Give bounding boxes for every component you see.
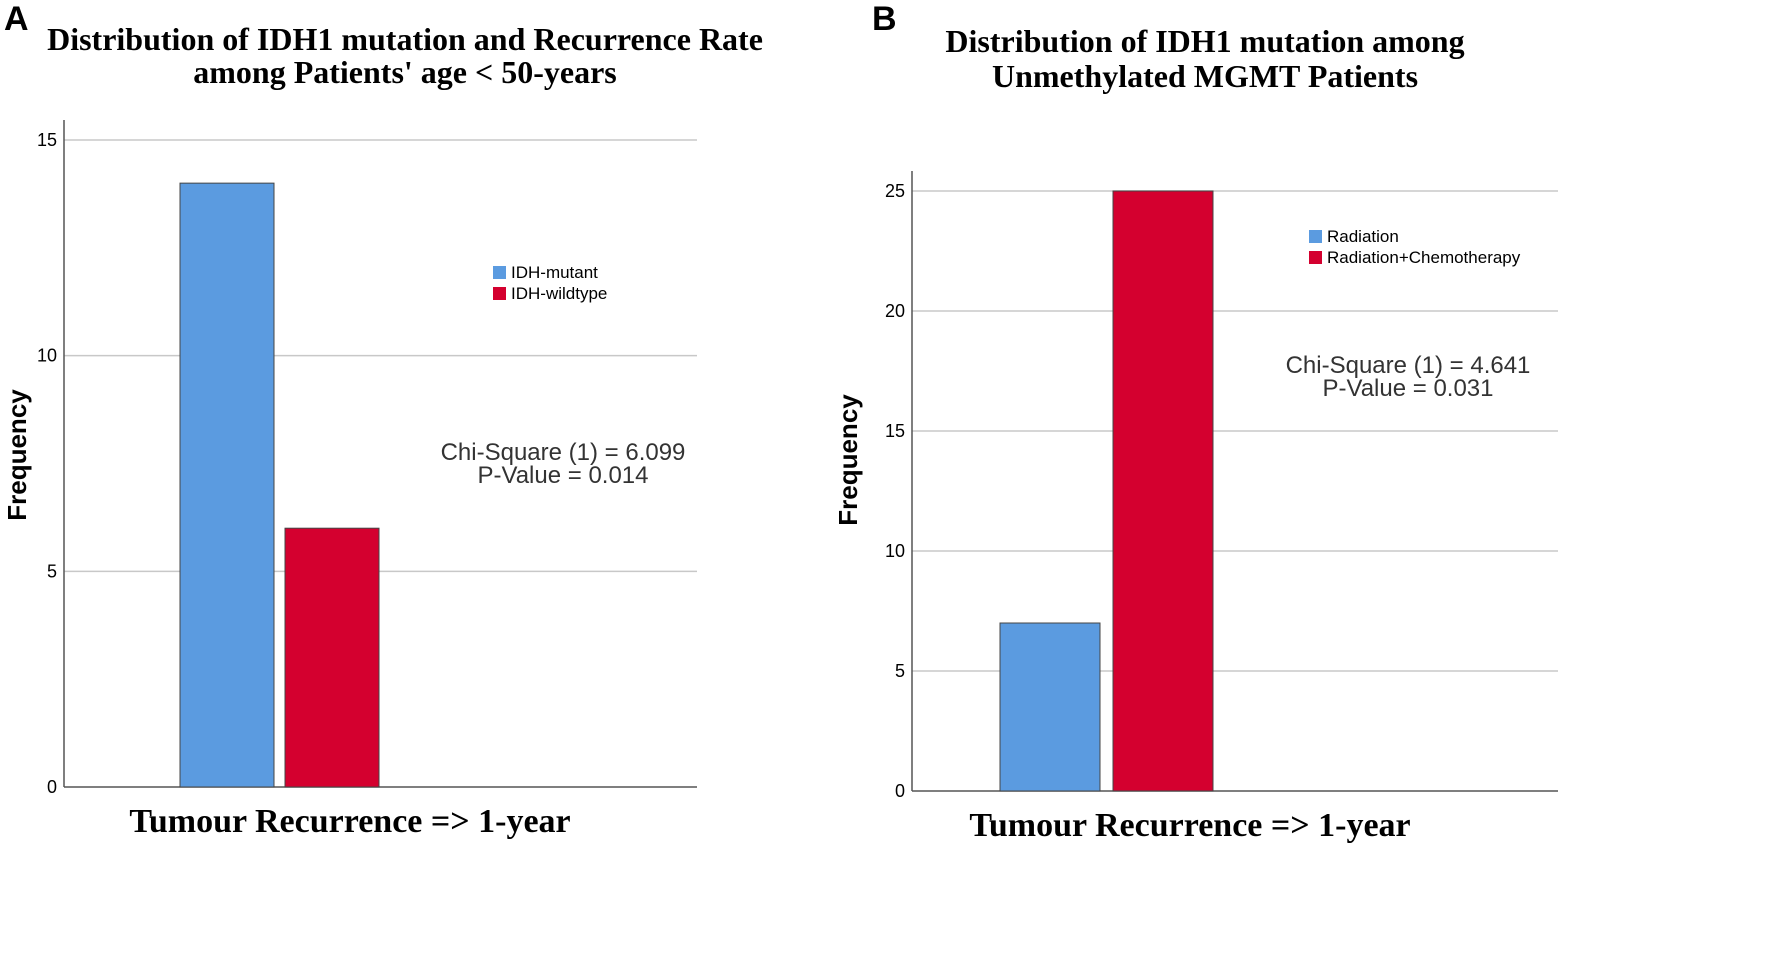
y-axis-label: Frequency — [2, 389, 32, 521]
y-tick-label: 25 — [885, 181, 905, 201]
chart-title-line: Unmethylated MGMT Patients — [992, 58, 1418, 94]
legend-label: IDH-wildtype — [511, 284, 607, 303]
bar-idh-mutant — [179, 182, 275, 788]
legend-label: IDH-mutant — [511, 263, 598, 282]
y-tick-label: 0 — [47, 777, 57, 797]
y-tick-label: 0 — [895, 781, 905, 801]
y-axis-label: Frequency — [833, 394, 863, 526]
legend-swatch — [1309, 230, 1322, 243]
bar-radiation-chemotherapy — [1112, 190, 1214, 792]
x-axis-label: Tumour Recurrence => 1-year — [969, 807, 1410, 844]
y-tick-label: 5 — [47, 561, 57, 581]
y-tick-label: 20 — [885, 301, 905, 321]
x-axis-label: Tumour Recurrence => 1-year — [129, 803, 570, 840]
legend-label: Radiation — [1327, 227, 1399, 246]
stat-annotation: P-Value = 0.031 — [1322, 375, 1493, 402]
legend-swatch — [493, 287, 506, 300]
y-tick-label: 10 — [885, 541, 905, 561]
y-tick-label: 15 — [37, 130, 57, 150]
stat-annotation: P-Value = 0.014 — [477, 462, 648, 489]
y-tick-label: 5 — [895, 661, 905, 681]
legend-swatch — [493, 266, 506, 279]
chart-title-line: among Patients' age < 50-years — [193, 54, 617, 90]
y-tick-label: 10 — [37, 346, 57, 366]
stat-annotation: Chi-Square (1) = 6.099 — [441, 439, 686, 466]
legend-label: Radiation+Chemotherapy — [1327, 248, 1521, 267]
legend-swatch — [1309, 251, 1322, 264]
chart-title-line: Distribution of IDH1 mutation and Recurr… — [47, 21, 763, 57]
panel-letter: A — [4, 0, 29, 38]
stat-annotation: Chi-Square (1) = 4.641 — [1286, 352, 1531, 379]
bar-idh-wildtype — [284, 527, 380, 788]
panel-letter: B — [872, 0, 897, 38]
y-tick-label: 15 — [885, 421, 905, 441]
chart-title-line: Distribution of IDH1 mutation among — [945, 23, 1464, 59]
bar-radiation — [999, 622, 1101, 792]
